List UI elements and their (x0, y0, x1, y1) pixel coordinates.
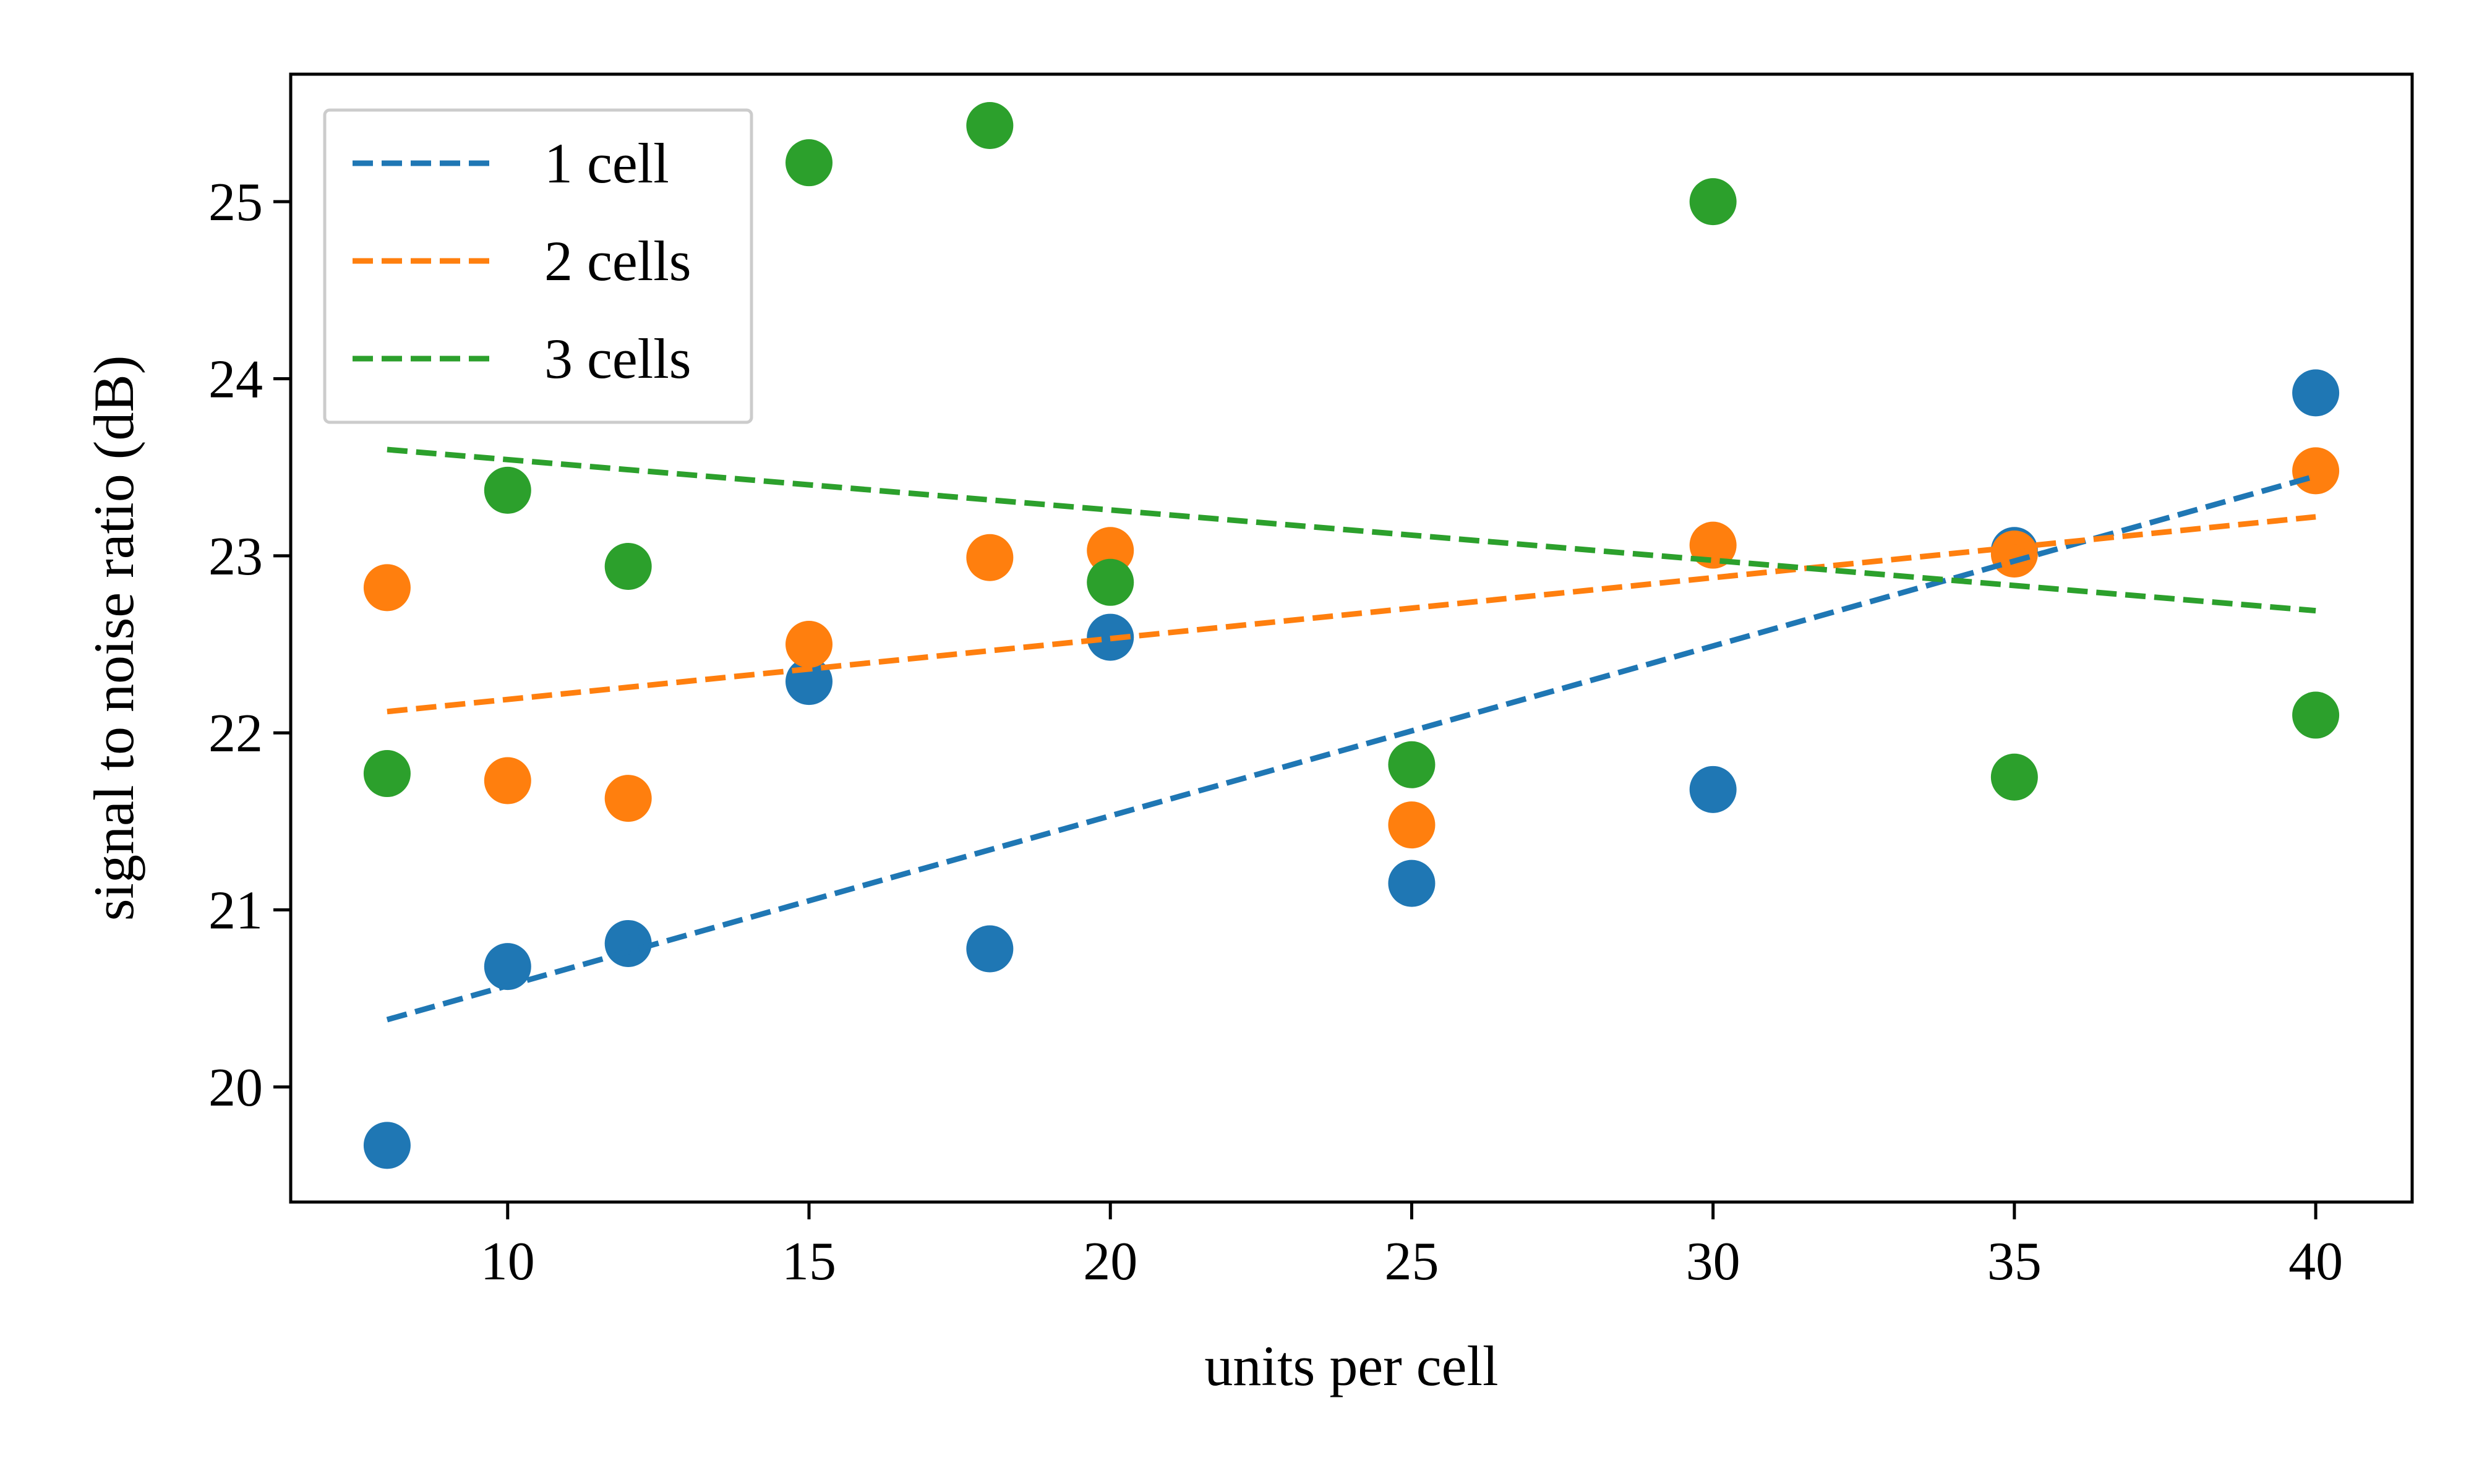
y-tick-label: 22 (208, 704, 263, 764)
y-axis-label: signal to noise ratio (dB) (82, 356, 145, 921)
x-axis: 10 15 20 25 30 35 40 (481, 1202, 2343, 1292)
x-tick-label: 10 (481, 1232, 535, 1292)
data-point-2-cells (2292, 447, 2340, 495)
x-tick-label: 30 (1686, 1232, 1740, 1292)
data-point-2-cells (363, 564, 411, 612)
legend-label: 1 cell (544, 132, 669, 195)
data-point-1-cell (966, 925, 1014, 973)
data-point-3-cells (363, 750, 411, 798)
legend-label: 2 cells (544, 229, 691, 292)
y-tick-label: 23 (208, 527, 263, 587)
data-point-3-cells (484, 466, 531, 514)
data-point-1-cell (1388, 859, 1436, 907)
data-point-2-cells (484, 757, 531, 804)
data-point-1-cell (2292, 369, 2340, 417)
x-tick-label: 15 (782, 1232, 836, 1292)
data-point-1-cell (604, 919, 652, 967)
x-tick-label: 25 (1384, 1232, 1439, 1292)
y-tick-label: 20 (208, 1058, 263, 1118)
data-point-3-cells (604, 543, 652, 591)
x-tick-label: 40 (2288, 1232, 2343, 1292)
legend-box (323, 108, 753, 424)
trend-line-3-cells (387, 446, 2316, 614)
data-point-3-cells (966, 102, 1014, 150)
data-point-3-cells (785, 139, 833, 187)
data-point-3-cells (1990, 753, 2038, 801)
data-point-3-cells (1087, 558, 1134, 606)
plot-frame (289, 72, 2414, 1204)
trend-line-1-cell (386, 473, 2317, 1023)
data-point-3-cells (1388, 741, 1436, 788)
data-point-2-cells (1388, 801, 1436, 849)
data-point-2-cells (604, 775, 652, 822)
data-point-3-cells (1689, 178, 1737, 226)
data-point-2-cells (1990, 530, 2038, 578)
data-point-2-cells (785, 621, 833, 668)
y-tick-label: 21 (208, 881, 263, 941)
data-point-2-cells (966, 534, 1014, 581)
trend-line-2-cells (387, 514, 2316, 715)
data-point-1-cell (363, 1122, 411, 1169)
x-tick-label: 35 (1987, 1232, 2042, 1292)
y-axis: 20 21 22 23 24 25 (208, 173, 291, 1118)
x-axis-label: units per cell (1204, 1334, 1498, 1397)
data-point-3-cells (2292, 691, 2340, 739)
plot-marks (363, 102, 2340, 1169)
x-tick-label: 20 (1083, 1232, 1137, 1292)
legend-label: 3 cells (544, 327, 691, 390)
data-point-1-cell (484, 943, 531, 991)
y-tick-label: 24 (208, 350, 263, 410)
legend: 1 cell 2 cells 3 cells (323, 108, 753, 424)
y-tick-label: 25 (208, 173, 263, 232)
data-point-1-cell (1689, 765, 1737, 813)
